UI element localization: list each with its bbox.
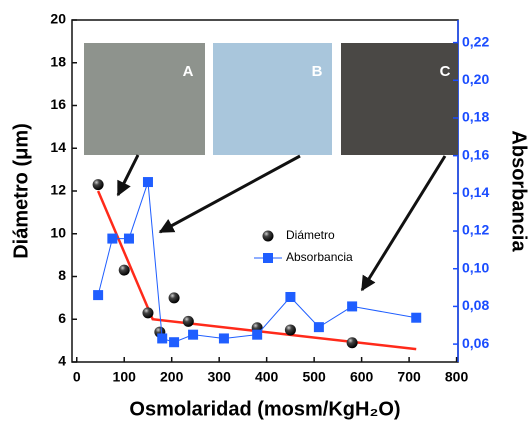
chart: A B C Osmolaridad (mosm/KgH₂O) Diámetro … bbox=[0, 0, 531, 428]
y-tick-label: 20 bbox=[50, 11, 66, 27]
y2-tick-label: 0,16 bbox=[462, 146, 489, 162]
data-point bbox=[183, 316, 194, 327]
data-point bbox=[107, 234, 117, 244]
data-point bbox=[347, 337, 358, 348]
x-tick-label: 800 bbox=[445, 369, 469, 385]
page: A B C Osmolaridad (mosm/KgH₂O) Diámetro … bbox=[0, 0, 531, 428]
y-tick-label: 6 bbox=[58, 310, 66, 326]
legend-marker bbox=[263, 231, 274, 242]
y2-tick-label: 0,22 bbox=[462, 33, 489, 49]
legend-marker bbox=[263, 253, 273, 263]
data-point bbox=[169, 337, 179, 347]
x-axis-label: Osmolaridad (mosm/KgH₂O) bbox=[129, 398, 400, 420]
y2-tick-label: 0,18 bbox=[462, 109, 489, 125]
x-tick-label: 500 bbox=[302, 369, 326, 385]
y-axis-label: Diámetro (μm) bbox=[10, 123, 32, 259]
arrow bbox=[118, 155, 138, 195]
legend-label: Absorbancia bbox=[286, 250, 353, 264]
data-point bbox=[252, 330, 262, 340]
inset-label: C bbox=[440, 63, 451, 80]
y2-tick-label: 0,06 bbox=[462, 335, 489, 351]
insets: A B C bbox=[84, 43, 458, 155]
y2-tick-label: 0,12 bbox=[462, 222, 489, 238]
data-point bbox=[285, 292, 295, 302]
y-tick-label: 16 bbox=[50, 96, 66, 112]
arrows bbox=[118, 155, 445, 290]
arrow bbox=[160, 156, 300, 232]
data-point bbox=[219, 333, 229, 343]
inset-image bbox=[341, 43, 458, 155]
arrow bbox=[362, 156, 445, 290]
y2-tick-label: 0,20 bbox=[462, 71, 489, 87]
data-point bbox=[143, 177, 153, 187]
inset-image bbox=[213, 43, 332, 155]
y-tick-label: 4 bbox=[58, 353, 66, 369]
data-point bbox=[93, 290, 103, 300]
y-tick-label: 10 bbox=[50, 224, 66, 240]
x-tick-label: 400 bbox=[255, 369, 279, 385]
y2-tick-label: 0,14 bbox=[462, 184, 489, 200]
data-point bbox=[411, 313, 421, 323]
data-point bbox=[119, 265, 130, 276]
data-point bbox=[124, 234, 134, 244]
inset-label: A bbox=[183, 63, 194, 80]
y-tick-label: 12 bbox=[50, 182, 66, 198]
y-tick-label: 18 bbox=[50, 53, 66, 69]
inset-image bbox=[84, 43, 205, 155]
inset-label: B bbox=[312, 63, 323, 80]
x-tick-label: 600 bbox=[350, 369, 374, 385]
data-point bbox=[347, 301, 357, 311]
data-point bbox=[314, 322, 324, 332]
series-line bbox=[98, 182, 416, 342]
legend-label: Diámetro bbox=[286, 228, 335, 242]
y-tick-label: 14 bbox=[50, 139, 66, 155]
data-point bbox=[157, 333, 167, 343]
data-point bbox=[285, 324, 296, 335]
x-tick-label: 700 bbox=[397, 369, 421, 385]
x-tick-label: 0 bbox=[73, 369, 81, 385]
data-point bbox=[93, 179, 104, 190]
y2-tick-label: 0,10 bbox=[462, 259, 489, 275]
data-point bbox=[188, 330, 198, 340]
x-tick-label: 200 bbox=[160, 369, 184, 385]
y2-tick-label: 0,08 bbox=[462, 297, 489, 313]
x-tick-label: 100 bbox=[113, 369, 137, 385]
data-point bbox=[142, 307, 153, 318]
y2-axis-label: Absorbancia bbox=[508, 130, 530, 252]
y-tick-label: 8 bbox=[58, 267, 66, 283]
x-tick-label: 300 bbox=[208, 369, 232, 385]
data-point bbox=[169, 292, 180, 303]
